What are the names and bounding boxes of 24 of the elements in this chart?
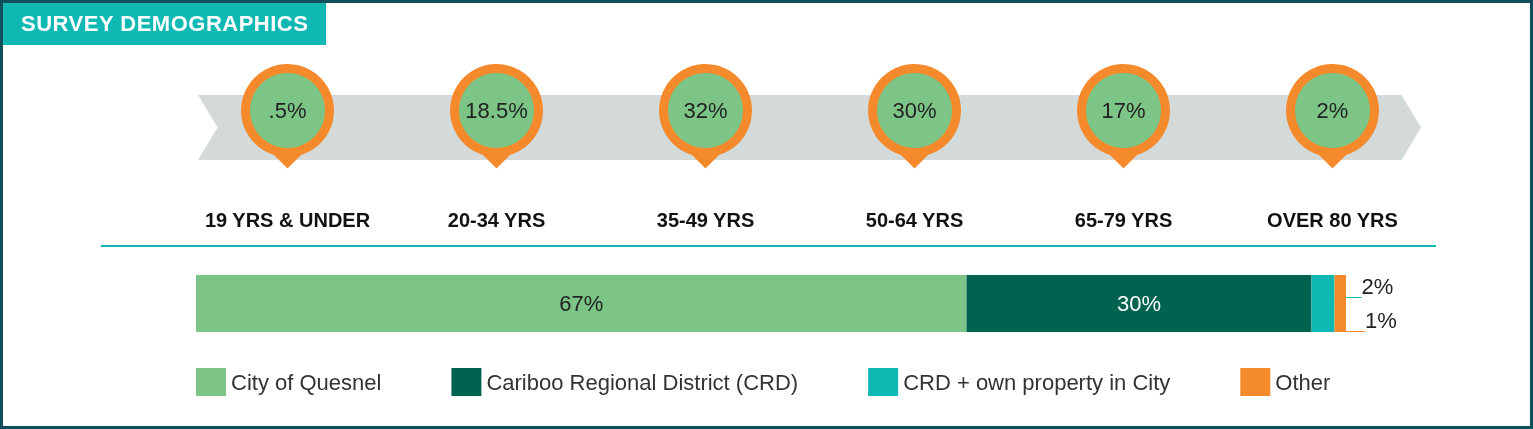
data-label: 1% [1365,308,1397,333]
legend-label: CRD + own property in City [903,369,1171,395]
legend-label: Other [1275,369,1331,395]
data-label: .5% [268,98,307,123]
data-label: 2% [1361,274,1394,299]
category-label: 35-49 YRS [656,209,755,231]
bar [966,275,1312,332]
data-label: 30% [1116,291,1162,316]
category-label: OVER 80 YRS [1267,209,1398,231]
data-label: 30% [892,98,937,123]
data-label: 17% [1101,98,1146,123]
category-label: 65-79 YRS [1074,209,1173,231]
bar [196,275,967,332]
data-label: 67% [559,291,604,316]
data-label: 18.5% [465,98,528,123]
legend-label: City of Quesnel [231,369,382,395]
bar [1311,275,1335,332]
category-label: 20-34 YRS [447,209,546,231]
legend-label: Cariboo Regional District (CRD) [486,369,799,395]
data-label: 2% [1316,98,1349,123]
category-label: 50-64 YRS [865,209,964,231]
data-label: 32% [683,98,728,123]
text: SURVEY DEMOGRAPHICS [3,3,327,45]
category-label: 19 YRS & UNDER [204,209,371,231]
